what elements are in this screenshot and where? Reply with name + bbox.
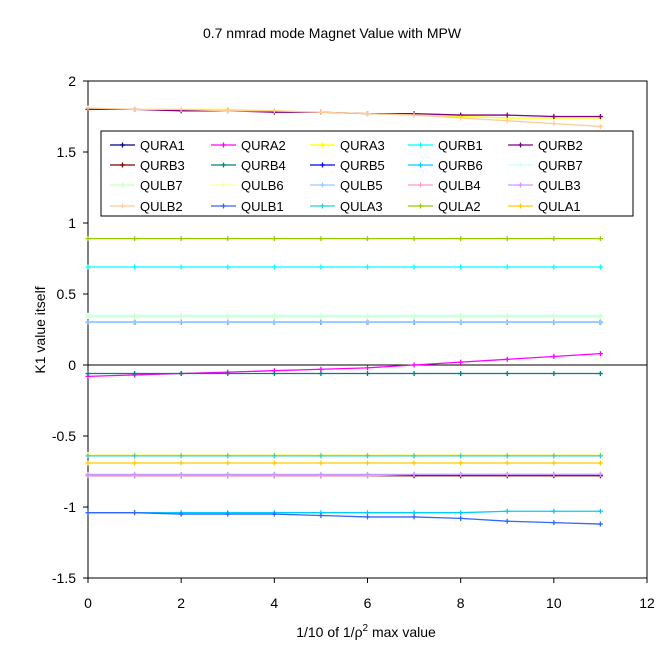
- x-axis-label-main: 1/10 of 1/ρ: [296, 624, 362, 640]
- legend-label: QURB7: [538, 158, 583, 173]
- legend-label: QURB6: [438, 158, 483, 173]
- legend-item-qulb7: QULB7: [110, 178, 183, 193]
- x-tick-label: 4: [270, 595, 278, 611]
- series-qulb1: [85, 510, 603, 527]
- legend-item-qura1: QURA1: [110, 138, 185, 153]
- legend-label: QULA3: [340, 199, 383, 214]
- series-qulb2: [85, 105, 603, 129]
- legend-item-qula3: QULA3: [310, 199, 383, 214]
- y-tick-label: 1.5: [57, 144, 77, 160]
- legend-item-qulb6: QULB6: [211, 178, 284, 193]
- legend-item-qula1: QULA1: [508, 199, 581, 214]
- axis-ticks: 0 2 4 6 8 10 12 2 1.5 1 0.5 0 -0.5 -1 -1.5: [52, 73, 655, 611]
- series-qurb4: [85, 371, 603, 377]
- y-tick-label: -1: [64, 499, 77, 515]
- series-qulb7: [85, 314, 603, 320]
- x-tick-label: 8: [457, 595, 465, 611]
- y-axis-label: K1 value itself: [32, 286, 48, 373]
- y-tick-label: -1.5: [52, 570, 76, 586]
- x-axis-label-sup: 2: [363, 623, 369, 634]
- legend-label: QULB7: [140, 178, 183, 193]
- legend-label: QULA2: [438, 199, 481, 214]
- legend-label: QURB1: [438, 138, 483, 153]
- series-line: [87, 107, 601, 128]
- legend-item-qurb7: QURB7: [508, 158, 583, 173]
- y-tick-label: 1: [68, 215, 76, 231]
- x-tick-label: 10: [546, 595, 562, 611]
- x-tick-label: 12: [639, 595, 655, 611]
- x-axis-label: 1/10 of 1/ρ2 max value: [296, 623, 436, 640]
- y-tick-label: 0.5: [57, 286, 77, 302]
- legend-label: QULB1: [241, 199, 284, 214]
- legend-label: QURA2: [241, 138, 286, 153]
- legend-label: QULB6: [241, 178, 284, 193]
- x-tick-label: 0: [84, 595, 92, 611]
- legend-item-qurb1: QURB1: [408, 138, 483, 153]
- legend: QURA1 QURA2 QURA3 QURB1 QURB2 QURB3 QURB4 QURB5…: [110, 138, 583, 214]
- x-axis-label-tail: max value: [368, 624, 436, 640]
- series-qurb7: [85, 312, 603, 318]
- series-line: [88, 510, 601, 514]
- legend-box: [100, 130, 634, 217]
- legend-label: QURA3: [340, 138, 385, 153]
- legend-label: QULB5: [340, 178, 383, 193]
- legend-label: QURA1: [140, 138, 185, 153]
- y-tick-label: 2: [68, 73, 76, 89]
- legend-item-qulb5: QULB5: [310, 178, 383, 193]
- series-line: [88, 512, 601, 525]
- legend-item-qurb3: QURB3: [110, 158, 185, 173]
- legend-item-qura2: QURA2: [211, 138, 286, 153]
- series-qula2: [85, 236, 603, 242]
- legend-item-qurb2: QURB2: [508, 138, 583, 153]
- x-tick-label: 2: [177, 595, 185, 611]
- series-qurb1: [85, 264, 603, 270]
- legend-label: QULB3: [538, 178, 581, 193]
- legend-label: QURB2: [538, 138, 583, 153]
- x-tick-label: 6: [364, 595, 372, 611]
- legend-label: QURB3: [140, 158, 185, 173]
- legend-item-qurb5: QURB5: [310, 158, 385, 173]
- legend-item-qurb6: QURB6: [408, 158, 483, 173]
- legend-item-qulb2: QULB2: [110, 199, 183, 214]
- legend-label: QULB4: [438, 178, 481, 193]
- legend-item-qulb4: QULB4: [408, 178, 481, 193]
- legend-item-qura3: QURA3: [310, 138, 385, 153]
- legend-label: QULA1: [538, 199, 581, 214]
- series-qula3: [85, 453, 603, 459]
- legend-item-qula2: QULA2: [408, 199, 481, 214]
- series-qulb3: [85, 471, 603, 477]
- legend-item-qurb4: QURB4: [211, 158, 286, 173]
- series-qula1: [85, 460, 603, 466]
- series-qulb5: [85, 319, 603, 325]
- legend-item-qulb1: QULB1: [211, 199, 284, 214]
- chart-title: 0.7 nmrad mode Magnet Value with MPW: [203, 25, 462, 41]
- legend-label: QURB5: [340, 158, 385, 173]
- legend-item-qulb3: QULB3: [508, 178, 581, 193]
- legend-label: QULB2: [140, 199, 183, 214]
- y-tick-label: 0: [68, 357, 76, 373]
- series-lines: [85, 105, 603, 527]
- legend-label: QURB4: [241, 158, 286, 173]
- y-tick-label: -0.5: [52, 428, 76, 444]
